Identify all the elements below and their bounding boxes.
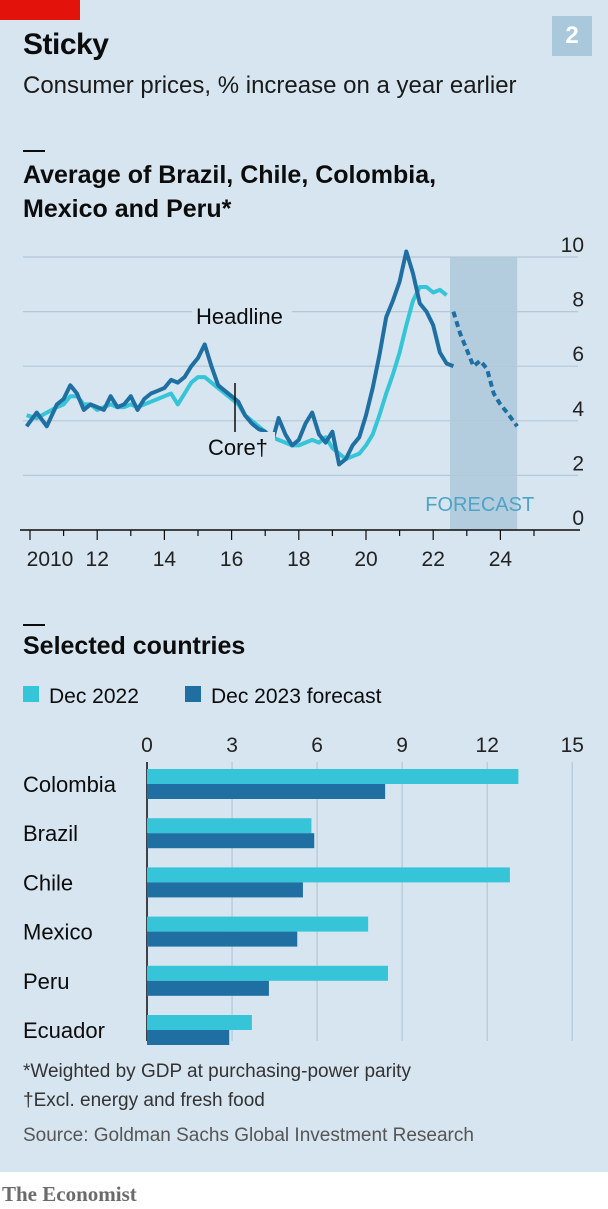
core-label: Core† bbox=[208, 435, 268, 460]
x-tick-label: 3 bbox=[226, 734, 238, 757]
legend-label: Dec 2022 bbox=[49, 685, 139, 708]
category-label: Peru bbox=[23, 969, 69, 994]
legend-label: Dec 2023 forecast bbox=[211, 685, 382, 708]
footnote-weighting: *Weighted by GDP at purchasing-power par… bbox=[23, 1061, 411, 1082]
bar-dec-2022 bbox=[147, 818, 312, 834]
source-note: Source: Goldman Sachs Global Investment … bbox=[23, 1125, 474, 1146]
x-tick-label: 22 bbox=[422, 548, 445, 571]
bar-dec-2022 bbox=[147, 965, 388, 981]
brand-red-bar bbox=[0, 0, 80, 20]
category-label: Mexico bbox=[23, 920, 93, 945]
x-tick-label: 24 bbox=[489, 548, 513, 571]
line-chart-title: Average of Brazil, Chile, Colombia, Mexi… bbox=[23, 161, 437, 223]
x-tick-label: 9 bbox=[396, 734, 408, 757]
forecast-label: FORECAST bbox=[425, 494, 534, 516]
category-label: Chile bbox=[23, 870, 73, 895]
x-tick-label: 12 bbox=[86, 548, 109, 571]
bar-dec-2023-forecast bbox=[147, 1030, 230, 1045]
headline-label-bg bbox=[192, 302, 292, 330]
bar-dec-2023-forecast bbox=[147, 833, 315, 849]
y-tick-label: 10 bbox=[561, 234, 584, 257]
bar-chart-title: Selected countries bbox=[23, 632, 246, 660]
chart-subtitle: Consumer prices, % increase on a year ea… bbox=[23, 72, 517, 99]
x-tick-label: 12 bbox=[476, 734, 499, 757]
footnote-core: †Excl. energy and fresh food bbox=[23, 1090, 265, 1111]
x-tick-label: 2010 bbox=[27, 548, 74, 571]
bar-dec-2022 bbox=[147, 769, 519, 784]
bar-dec-2023-forecast bbox=[147, 980, 269, 996]
chart-number-badge: 2 bbox=[552, 16, 592, 56]
x-tick-label: 14 bbox=[153, 548, 177, 571]
bar-dec-2022 bbox=[147, 1015, 252, 1030]
section-rule bbox=[23, 624, 45, 626]
section-rule bbox=[23, 150, 45, 152]
series-headline-forecast-line bbox=[451, 311, 519, 428]
x-tick-label: 6 bbox=[311, 734, 323, 757]
y-tick-label: 6 bbox=[572, 343, 584, 366]
category-label: Brazil bbox=[23, 821, 78, 846]
bar-dec-2023-forecast bbox=[147, 931, 298, 947]
core-label-bg bbox=[205, 432, 275, 460]
series-headline-line bbox=[24, 249, 455, 467]
legend-swatch bbox=[23, 686, 39, 702]
y-tick-label: 8 bbox=[572, 289, 584, 312]
legend-swatch bbox=[185, 686, 201, 702]
category-label: Ecuador bbox=[23, 1018, 105, 1043]
headline-label: Headline bbox=[196, 304, 283, 329]
bar-dec-2022 bbox=[147, 867, 510, 883]
bar-dec-2023-forecast bbox=[147, 784, 386, 799]
x-tick-label: 15 bbox=[561, 734, 584, 757]
y-tick-label: 2 bbox=[572, 452, 584, 475]
bar-dec-2023-forecast bbox=[147, 882, 303, 898]
y-tick-label: 0 bbox=[572, 507, 584, 530]
bar-dec-2022 bbox=[147, 916, 369, 932]
category-label: Colombia bbox=[23, 772, 117, 797]
x-tick-label: 0 bbox=[141, 734, 153, 757]
economist-logo: The Economist bbox=[2, 1182, 137, 1206]
forecast-band bbox=[450, 257, 518, 530]
bar-chart: Dec 2022 Dec 2023 forecast 0 3 6 9 12 15 Colombi… bbox=[23, 685, 584, 1045]
chart-title: Sticky bbox=[23, 28, 109, 61]
x-tick-label: 16 bbox=[220, 548, 243, 571]
y-tick-label: 4 bbox=[572, 398, 584, 421]
x-tick-label: 18 bbox=[287, 548, 310, 571]
x-tick-label: 20 bbox=[354, 548, 377, 571]
